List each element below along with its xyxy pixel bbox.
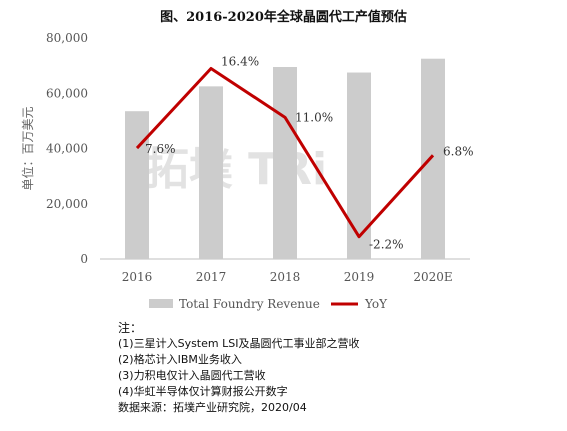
revenue-bar [125, 111, 149, 259]
footnotes: 注： (1)三星计入System LSI及晶圆代工事业部之营收 (2)格芯计入I… [118, 320, 359, 416]
notes-heading: 注： [118, 321, 143, 335]
yoy-data-label: 11.0% [295, 110, 333, 124]
y-tick-label: 20,000 [46, 197, 88, 211]
x-tick-label: 2017 [196, 270, 227, 284]
yoy-data-label: 7.6% [145, 142, 176, 156]
note-item-2: (2)格芯计入IBM业务收入 [118, 353, 242, 366]
y-axis-label: 单位：百万美元 [20, 106, 35, 190]
yoy-data-label: 16.4% [221, 54, 259, 68]
y-tick-label: 0 [80, 252, 88, 266]
yoy-data-label: -2.2% [369, 238, 404, 252]
note-item-4: (4)华虹半导体仅计算财报公开数字 [118, 385, 288, 398]
revenue-bar [199, 86, 223, 259]
note-item-1: (1)三星计入System LSI及晶圆代工事业部之营收 [118, 337, 360, 350]
chart-title: 图、2016-2020年全球晶圆代工产值预估 [160, 10, 407, 25]
revenue-bar [421, 58, 445, 259]
revenue-bar [273, 67, 297, 259]
x-tick-label: 2016 [122, 270, 153, 284]
legend-label-revenue: Total Foundry Revenue [179, 297, 320, 311]
yoy-data-label: 6.8% [443, 144, 474, 158]
x-tick-label: 2020E [413, 270, 452, 284]
legend-label-yoy: YoY [364, 297, 388, 311]
data-source: 数据来源：拓墣产业研究院，2020/04 [118, 401, 307, 414]
x-tick-label: 2018 [270, 270, 301, 284]
y-tick-label: 60,000 [46, 86, 88, 100]
y-tick-label: 40,000 [46, 142, 88, 156]
legend-swatch-revenue [149, 299, 173, 308]
revenue-bar [347, 72, 371, 259]
y-tick-label: 80,000 [46, 31, 88, 45]
x-tick-label: 2019 [344, 270, 375, 284]
note-item-3: (3)力积电仅计入晶圆代工营收 [118, 369, 266, 382]
